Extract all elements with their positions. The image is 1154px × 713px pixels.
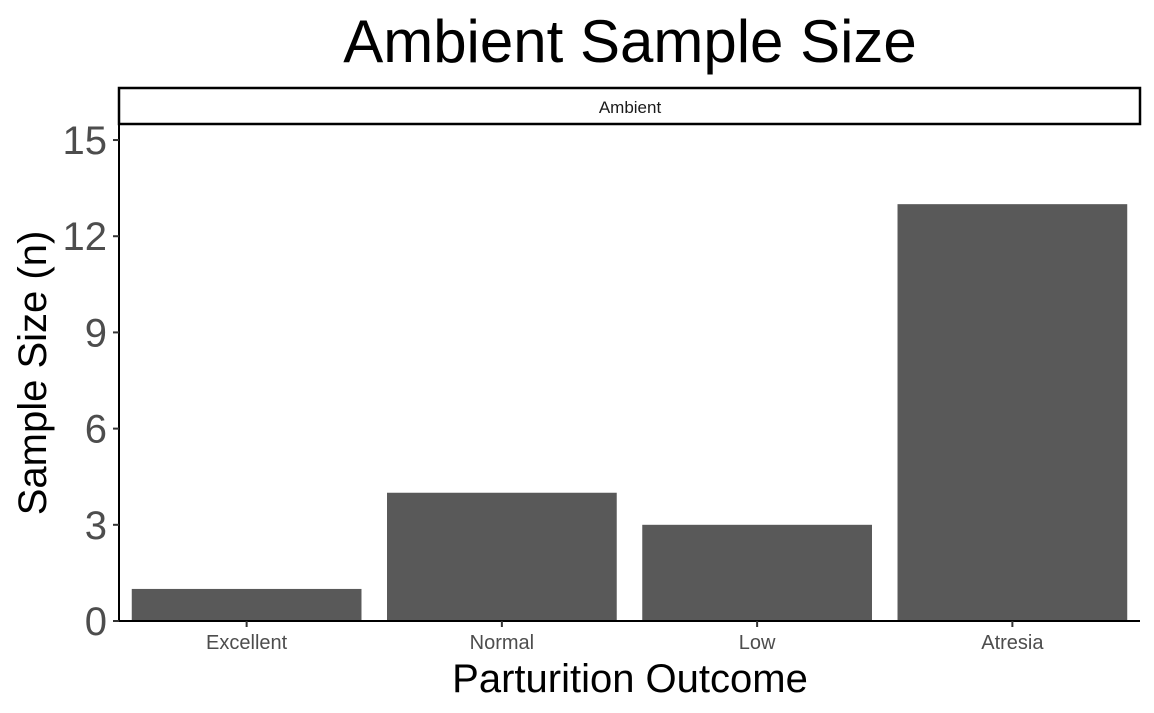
x-tick-label: Normal (470, 632, 534, 654)
x-tick-label: Excellent (206, 632, 288, 654)
y-tick-label: 0 (85, 600, 107, 644)
y-tick-label: 6 (85, 408, 107, 452)
bar-atresia (897, 204, 1128, 621)
y-tick-label: 3 (85, 504, 107, 548)
x-tick-label: Low (739, 632, 776, 654)
bar-excellent (131, 588, 362, 621)
y-axis-ticks: 0 3 6 9 12 15 (63, 119, 119, 644)
facet-strip-label: Ambient (599, 98, 662, 117)
x-axis-title: Parturition Outcome (452, 657, 808, 701)
bar-normal (387, 492, 617, 621)
x-axis-ticks: Excellent Normal Low Atresia (206, 621, 1044, 654)
y-tick-label: 12 (63, 215, 108, 259)
y-tick-label: 9 (85, 311, 107, 355)
y-axis-title: Sample Size (n) (11, 231, 55, 516)
axes (118, 124, 1140, 622)
bars (131, 204, 1128, 621)
x-tick-label: Atresia (981, 632, 1044, 654)
y-tick-label: 15 (63, 119, 108, 163)
bar-low (642, 524, 872, 621)
facet-strip-box (117, 86, 1142, 126)
facet-strip: Ambient (117, 86, 1142, 126)
chart-title: Ambient Sample Size (343, 8, 917, 75)
